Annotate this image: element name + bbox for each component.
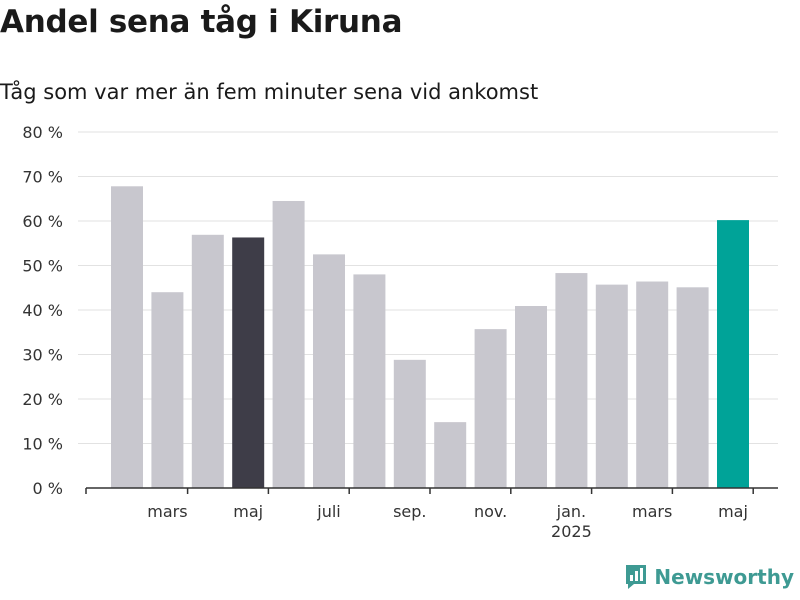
bar-2025-03 <box>636 281 669 488</box>
y-tick-label: 0 % <box>33 479 63 498</box>
bar-2024-08 <box>353 274 386 488</box>
chart-title: Andel sena tåg i Kiruna <box>0 4 403 40</box>
x-axis-ticks: mars maj juli sep. nov. jan.2025 mars maj <box>147 502 748 541</box>
bar-2024-05 <box>232 237 265 488</box>
x-tick-label: mars <box>147 502 187 521</box>
y-tick-label: 80 % <box>22 123 63 142</box>
bar-2024-11 <box>474 329 507 488</box>
newsworthy-brand-name: Newsworthy <box>654 565 794 589</box>
bar-2024-07 <box>313 254 345 488</box>
bar-2025-01 <box>555 273 588 488</box>
bar-2025-05 <box>717 220 749 489</box>
x-tick-label: jan. <box>556 502 586 521</box>
bar-2025-02 <box>595 284 628 488</box>
y-tick-label: 70 % <box>22 168 63 187</box>
newsworthy-logo-icon <box>626 565 647 589</box>
bars <box>111 186 749 489</box>
x-tick-label: nov. <box>474 502 507 521</box>
chart-subtitle: Tåg som var mer än fem minuter sena vid … <box>0 80 539 104</box>
bar-2024-09 <box>393 359 426 488</box>
y-tick-label: 40 % <box>22 301 63 320</box>
x-tick-label: maj <box>233 502 263 521</box>
bar-2024-06 <box>272 200 305 488</box>
y-axis-ticks: 0 % 10 % 20 % 30 % 40 % 50 % 60 % 70 % 80 % <box>22 123 63 498</box>
x-axis <box>85 487 778 494</box>
bar-2024-04 <box>191 234 224 488</box>
bar-2024-10 <box>434 422 467 488</box>
x-tick-label: mars <box>632 502 672 521</box>
bar-2024-03 <box>151 292 184 488</box>
y-tick-label: 10 % <box>22 435 63 454</box>
y-tick-label: 60 % <box>22 212 63 231</box>
x-tick-label: sep. <box>393 502 426 521</box>
newsworthy-logo: Newsworthy <box>624 564 794 590</box>
y-tick-label: 50 % <box>22 257 63 276</box>
x-tick-label: maj <box>718 502 748 521</box>
bar-2024-02 <box>111 186 143 489</box>
x-tick-year-label: 2025 <box>551 522 592 541</box>
y-tick-label: 30 % <box>22 346 63 365</box>
bar-2024-12 <box>515 305 547 488</box>
bar-2025-04 <box>676 287 709 488</box>
y-tick-label: 20 % <box>22 390 63 409</box>
x-tick-label: juli <box>316 502 340 521</box>
